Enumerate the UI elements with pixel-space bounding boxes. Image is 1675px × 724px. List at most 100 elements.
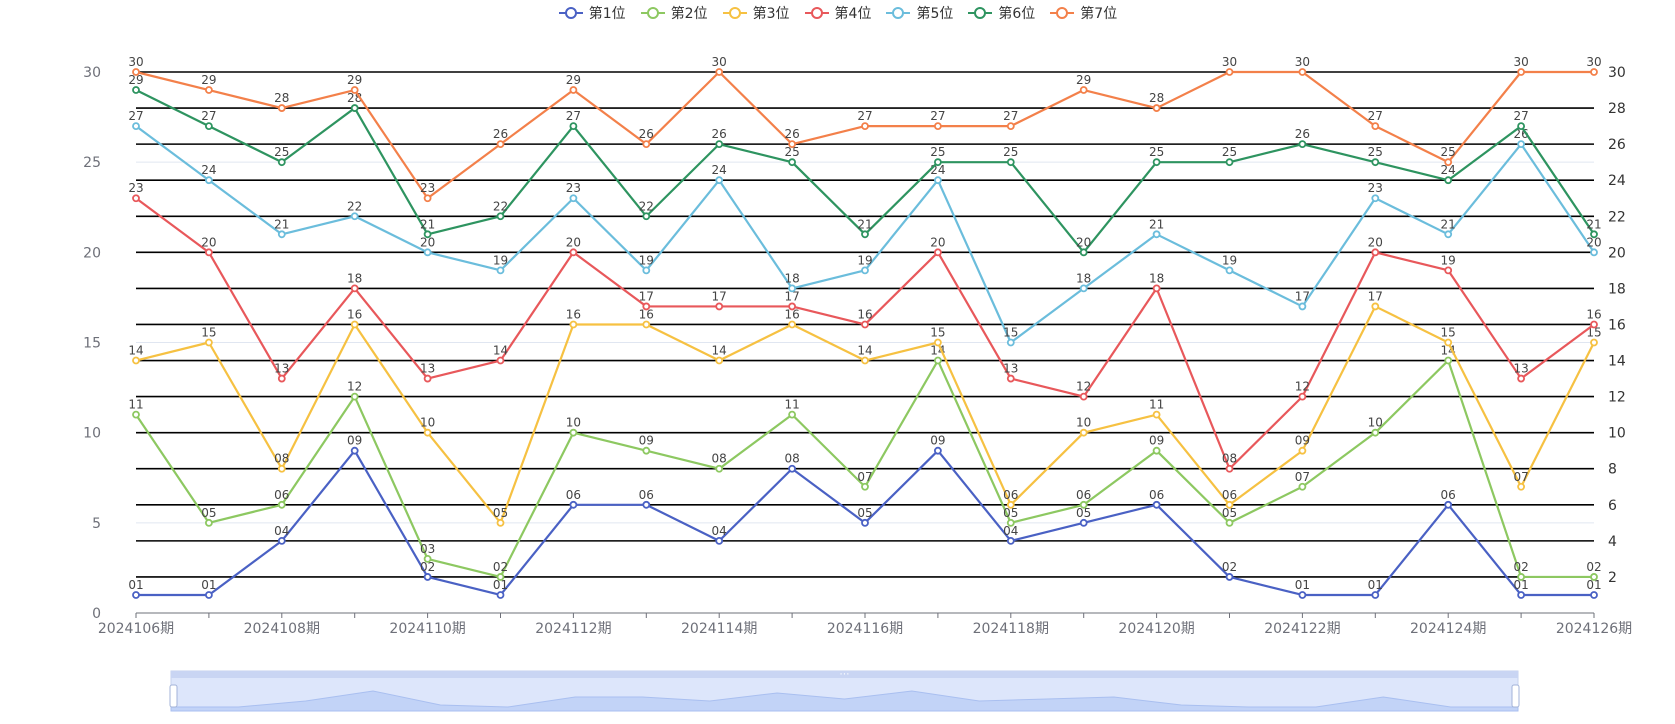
- data-label: 27: [201, 109, 216, 123]
- data-point: [496, 356, 505, 365]
- data-point: [1517, 140, 1525, 149]
- data-point: [423, 248, 432, 257]
- data-point: [1590, 338, 1598, 347]
- data-point: [569, 428, 578, 437]
- data-label: 12: [1076, 380, 1091, 394]
- data-point: [1006, 536, 1015, 545]
- data-label: 13: [274, 362, 289, 376]
- data-point: [423, 374, 432, 383]
- data-point: [1225, 573, 1234, 581]
- data-label: 30: [1586, 55, 1601, 69]
- data-point: [1225, 68, 1234, 76]
- data-label: 25: [1368, 145, 1383, 159]
- legend-item-1[interactable]: 第1位: [558, 3, 626, 23]
- y-right-tick-label: 20: [1608, 245, 1626, 261]
- data-point: [350, 212, 359, 221]
- data-label: 09: [639, 434, 654, 448]
- data-label: 10: [566, 416, 581, 430]
- data-point: [788, 320, 796, 329]
- data-label: 17: [784, 289, 799, 303]
- data-point: [788, 140, 796, 149]
- data-label: 27: [857, 109, 872, 123]
- y-right-tick-label: 8: [1608, 462, 1617, 478]
- data-label: 07: [1295, 470, 1310, 484]
- legend-line-icon: [640, 7, 665, 19]
- data-label: 05: [1003, 506, 1018, 520]
- y-left-tick-label: 25: [83, 155, 101, 171]
- data-point: [1590, 573, 1598, 581]
- data-label: 13: [420, 362, 435, 376]
- data-point: [1444, 338, 1453, 347]
- data-label: 27: [566, 109, 581, 123]
- legend-item-4[interactable]: 第4位: [804, 3, 871, 23]
- data-label: 27: [1513, 109, 1528, 123]
- data-label: 29: [201, 73, 216, 87]
- data-label: 17: [712, 289, 727, 303]
- data-point: [277, 104, 286, 112]
- data-label: 20: [930, 235, 945, 249]
- data-label: 24: [1441, 163, 1456, 177]
- data-point: [204, 248, 213, 257]
- data-label: 01: [493, 578, 508, 592]
- data-label: 04: [712, 524, 727, 538]
- data-label: 29: [128, 73, 143, 87]
- data-label: 09: [1295, 434, 1310, 448]
- data-label: 25: [930, 145, 945, 159]
- data-label: 14: [930, 344, 945, 358]
- data-label: 10: [420, 416, 435, 430]
- zoom-handle-right[interactable]: [1511, 684, 1520, 708]
- data-point: [788, 410, 796, 419]
- data-point: [1006, 158, 1015, 167]
- legend-item-3[interactable]: 第3位: [722, 3, 790, 23]
- zoom-move-handle-icon[interactable]: ⋯: [840, 669, 850, 680]
- data-point: [496, 140, 505, 149]
- data-point: [1517, 68, 1525, 76]
- data-label: 05: [1076, 506, 1091, 520]
- data-label: 27: [930, 109, 945, 123]
- data-label: 16: [857, 307, 872, 321]
- data-point: [715, 140, 724, 149]
- y-right-tick-label: 22: [1608, 209, 1626, 225]
- data-label: 08: [1222, 452, 1237, 466]
- legend-label: 第2位: [670, 6, 708, 22]
- data-point: [1371, 428, 1380, 437]
- data-point: [715, 536, 724, 545]
- data-label: 16: [347, 307, 362, 321]
- legend-item-5[interactable]: 第5位: [885, 3, 953, 23]
- data-label: 23: [566, 181, 581, 195]
- data-label: 02: [1513, 560, 1528, 574]
- zoom-handle-left[interactable]: [169, 684, 178, 708]
- data-point: [423, 230, 432, 239]
- data-point: [788, 158, 796, 167]
- legend-item-2[interactable]: 第2位: [640, 3, 708, 23]
- y-left-tick-label: 20: [83, 245, 101, 261]
- legend-item-7[interactable]: 第7位: [1049, 3, 1117, 23]
- data-point: [1517, 482, 1525, 491]
- x-tick-label: 2024116期: [827, 621, 903, 637]
- data-point: [132, 86, 140, 94]
- data-label: 19: [493, 253, 508, 267]
- x-tick-label: 2024124期: [1410, 621, 1486, 637]
- data-label: 29: [566, 73, 581, 87]
- data-point: [1152, 230, 1161, 239]
- legend-label: 第7位: [1080, 6, 1118, 22]
- data-point: [204, 591, 213, 599]
- data-label: 06: [1076, 488, 1091, 502]
- data-label: 06: [639, 488, 654, 502]
- data-point: [277, 500, 286, 509]
- data-label: 29: [1076, 73, 1091, 87]
- legend-line-icon: [558, 7, 583, 19]
- series-3: 14 15 08 16 10 05 16 16 14 16 14 15 06 10 11 06 09 17 15 07…: [128, 289, 1602, 527]
- data-point: [496, 573, 505, 581]
- data-label: 27: [128, 109, 143, 123]
- y-right-tick-label: 10: [1608, 426, 1626, 442]
- data-point: [1225, 500, 1234, 509]
- x-tick-label: 2024118期: [973, 621, 1049, 637]
- data-label: 08: [784, 452, 799, 466]
- data-point: [1444, 266, 1453, 275]
- series-7: 30 29 28 29 23 26 29 26 30 26 27 27 27 29 28 30 30 27 25 30…: [128, 55, 1602, 203]
- legend-item-6[interactable]: 第6位: [967, 3, 1035, 23]
- data-label: 12: [1295, 380, 1310, 394]
